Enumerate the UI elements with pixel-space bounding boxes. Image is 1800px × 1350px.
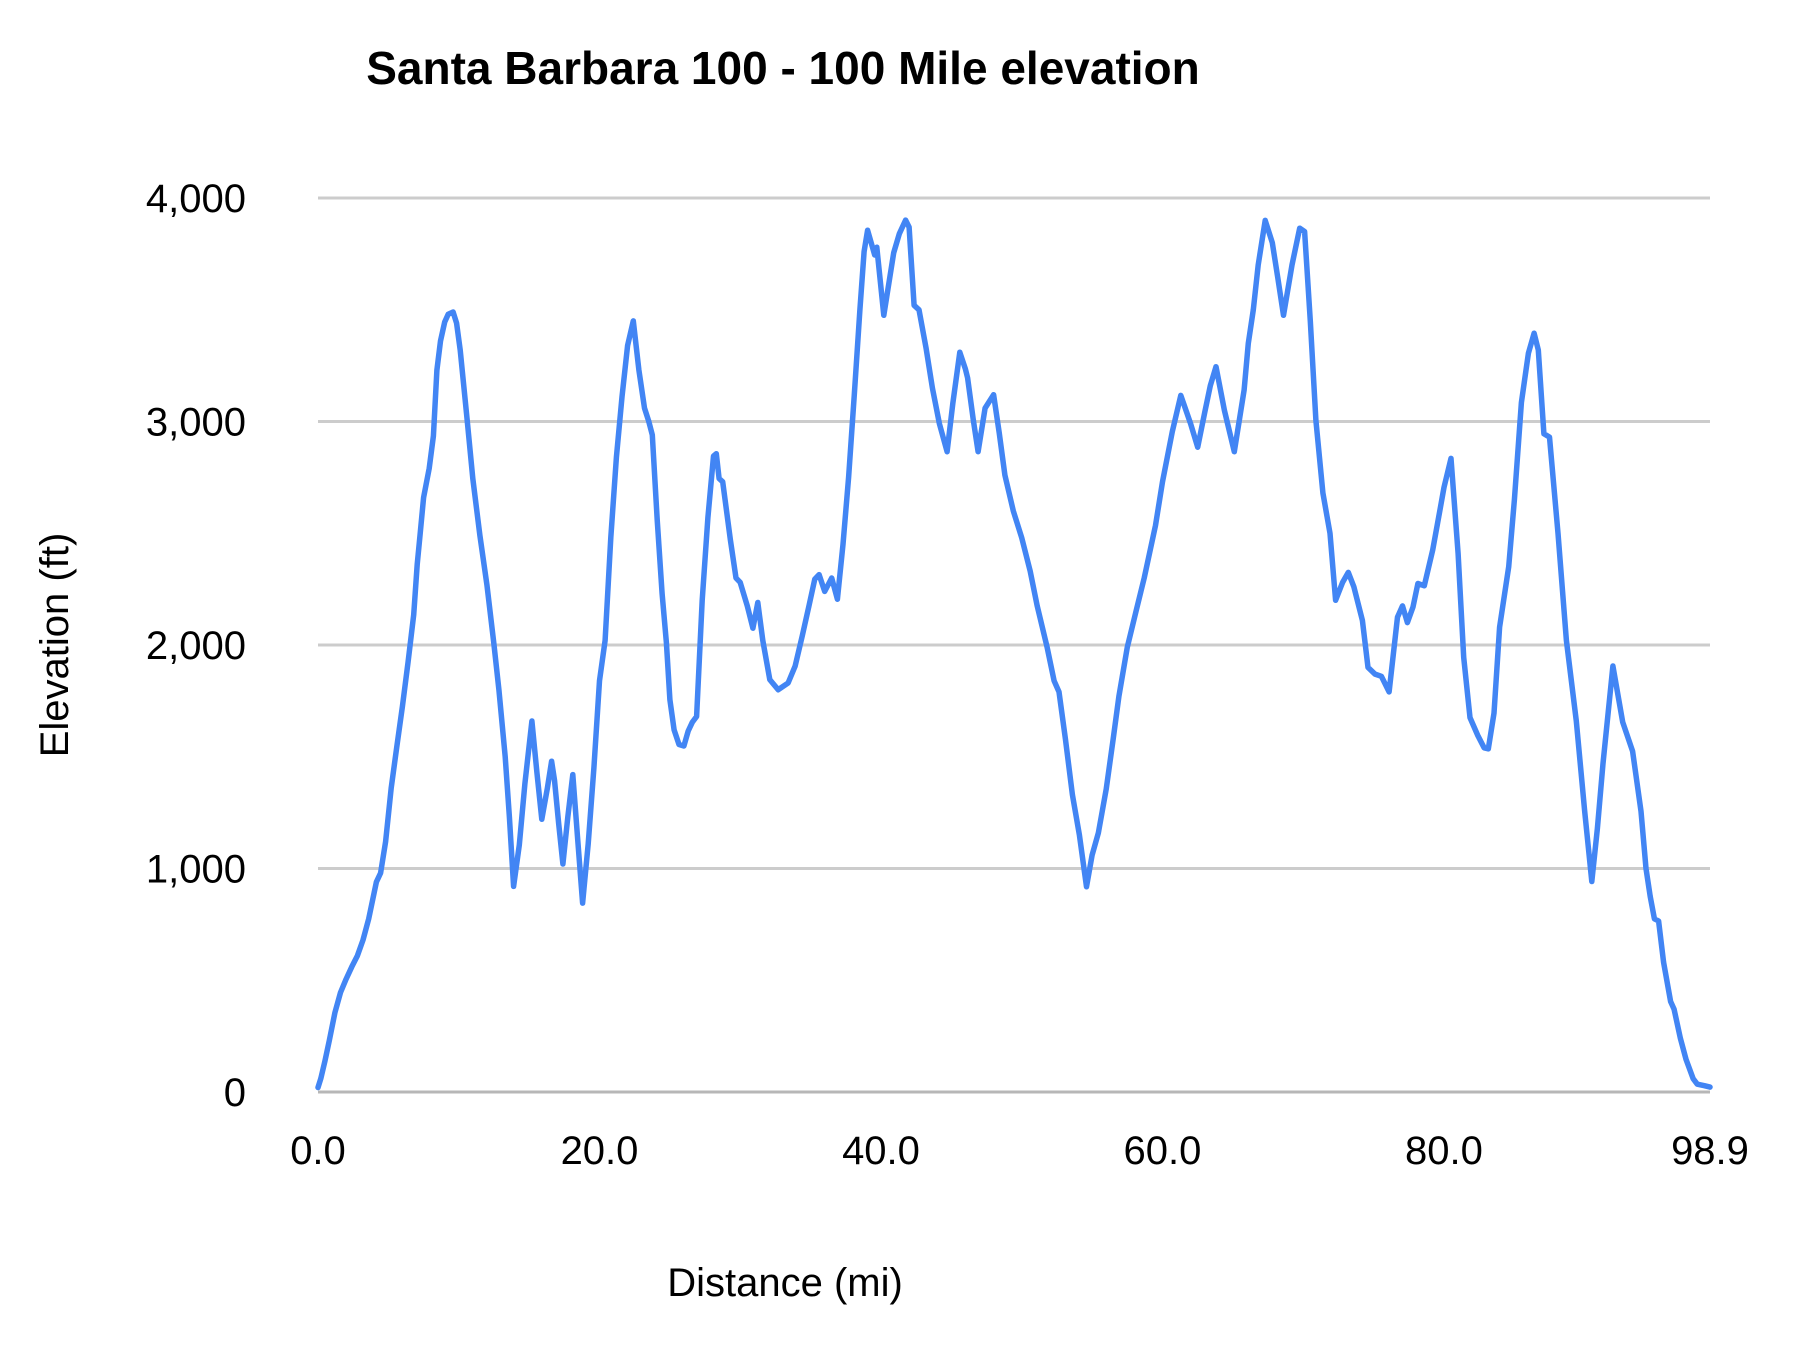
y-axis-tick-labels: 0 1,000 2,000 3,000 4,000 [146, 177, 246, 1115]
chart-title: Santa Barbara 100 - 100 Mile elevation [366, 42, 1200, 94]
x-tick-label: 0.0 [290, 1129, 346, 1173]
y-tick-label: 1,000 [146, 848, 246, 892]
y-axis-title: Elevation (ft) [33, 533, 77, 758]
y-tick-label: 4,000 [146, 177, 246, 221]
x-tick-label: 80.0 [1405, 1129, 1483, 1173]
x-tick-label: 60.0 [1124, 1129, 1202, 1173]
y-tick-label: 2,000 [146, 624, 246, 668]
elevation-line-series [315, 217, 1713, 1091]
x-tick-label: 40.0 [842, 1129, 920, 1173]
y-tick-label: 0 [224, 1071, 246, 1115]
x-axis-tick-labels: 0.0 20.0 40.0 60.0 80.0 98.9 [290, 1129, 1749, 1173]
x-tick-label: 98.9 [1671, 1129, 1749, 1173]
gridlines [318, 196, 1710, 1094]
x-axis-title: Distance (mi) [667, 1261, 903, 1305]
x-tick-label: 20.0 [561, 1129, 639, 1173]
y-tick-label: 3,000 [146, 401, 246, 445]
